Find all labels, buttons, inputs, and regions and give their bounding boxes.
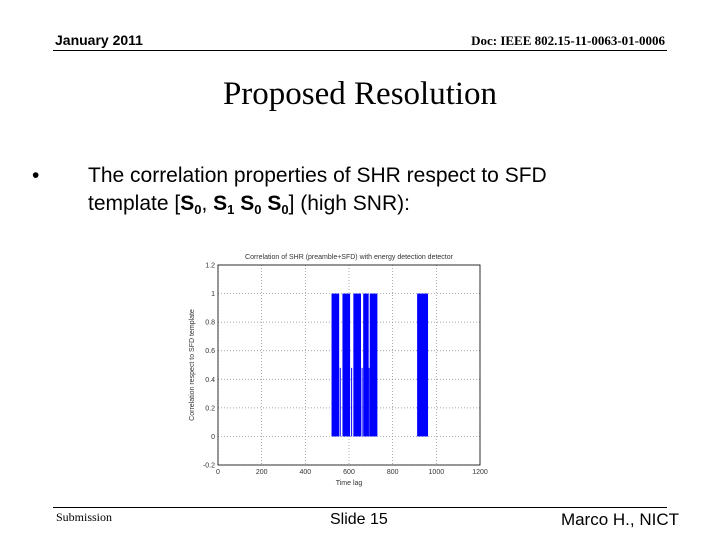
- header-doc-id: Doc: IEEE 802.15-11-0063-01-0006: [471, 33, 665, 48]
- x-tick-label: 400: [299, 469, 311, 476]
- footer-divider: [53, 507, 667, 508]
- y-tick-label: 0.4: [205, 377, 215, 384]
- symbol-s-letter: S: [267, 192, 282, 215]
- y-tick-label: 1: [211, 291, 215, 298]
- correlation-chart: 0 200 400 600 800 1000 1200-0.200.20.40.60.811…: [189, 254, 488, 487]
- footer-slide-number: Slide 15: [330, 511, 388, 528]
- chart-bar: [417, 293, 429, 437]
- bullet-text: The correlation properties of SHR respec…: [88, 162, 678, 224]
- x-tick-label: 1200: [472, 469, 488, 476]
- footer-author: Marco H., NICT: [560, 510, 679, 529]
- y-tick-label: 1.2: [205, 263, 215, 270]
- symbol-s-letter: S: [213, 192, 228, 215]
- plot-frame: [217, 264, 481, 466]
- slide-title: Proposed Resolution: [222, 76, 498, 112]
- chart-xlabel: Time lag: [336, 480, 363, 487]
- chart-bar: [342, 293, 351, 437]
- symbol-s-letter: S: [240, 192, 255, 215]
- symbol-s0-b: S0: [240, 192, 262, 217]
- header-date: January 2011: [55, 32, 143, 48]
- bullet-line1: The correlation properties of SHR respec…: [88, 164, 547, 187]
- symbol-s1: S1: [213, 192, 235, 217]
- bullet-suffix: ] (high SNR):: [288, 192, 410, 215]
- chart-ylabel: Correlation respect to SFD template: [189, 309, 196, 421]
- chart-bar: [369, 293, 378, 437]
- x-tick-label: 0: [216, 469, 220, 476]
- y-tick-label: 0.2: [205, 405, 215, 412]
- symbol-s-letter: S: [180, 192, 195, 215]
- header-divider: [53, 50, 667, 51]
- subscript-0: 0: [281, 202, 289, 217]
- symbol-s0-a: S0: [180, 192, 202, 217]
- chart-title: Correlation of SHR (preamble+SFD) with e…: [245, 254, 454, 261]
- y-tick-label: -0.2: [203, 463, 215, 470]
- x-tick-label: 200: [256, 469, 268, 476]
- subscript-1: 1: [227, 202, 235, 217]
- x-tick-label: 600: [343, 469, 355, 476]
- chart-bar: [331, 293, 340, 437]
- subscript-0: 0: [194, 202, 202, 217]
- y-tick-label: 0.6: [205, 348, 215, 355]
- symbol-s0-c: S0: [267, 192, 289, 217]
- chart-bar: [363, 293, 369, 437]
- y-tick-label: 0: [211, 434, 215, 441]
- chart-bar: [353, 293, 362, 437]
- comma: ,: [201, 192, 208, 215]
- y-tick-label: 0.8: [205, 320, 215, 327]
- bullet-line2-prefix: template [: [88, 192, 181, 215]
- subscript-0: 0: [254, 202, 262, 217]
- footer-submission: Submission: [56, 510, 113, 524]
- x-tick-label: 1000: [429, 469, 445, 476]
- x-tick-label: 800: [387, 469, 399, 476]
- bullet-marker: •: [32, 164, 40, 187]
